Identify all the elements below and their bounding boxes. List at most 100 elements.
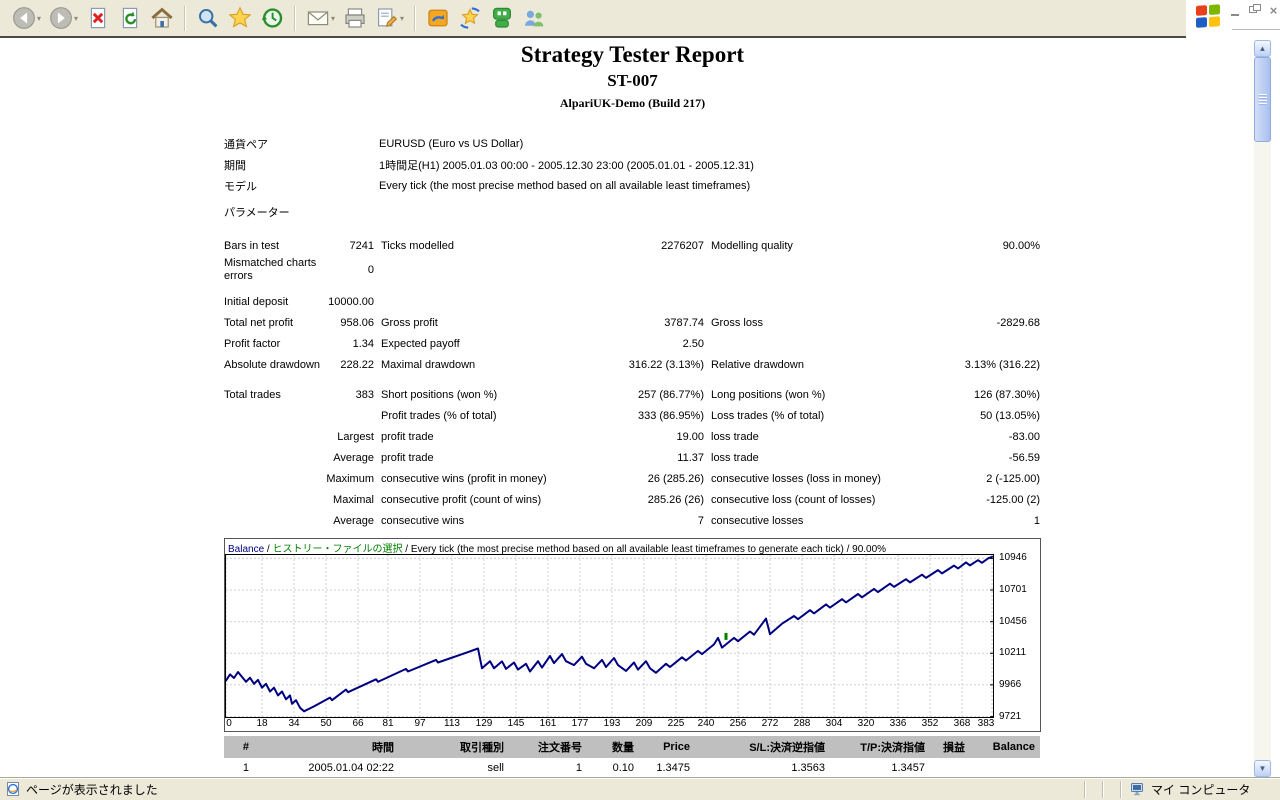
chevron-down-icon: ▾ bbox=[400, 13, 405, 23]
cell bbox=[224, 283, 324, 292]
cell: Gross loss bbox=[711, 317, 763, 329]
cell: consecutive loss (count of losses) bbox=[711, 494, 876, 506]
cell: -56.59 bbox=[1008, 452, 1040, 464]
contacts-button[interactable] bbox=[519, 4, 549, 32]
cell bbox=[909, 257, 1040, 283]
restore-button[interactable] bbox=[1247, 4, 1262, 18]
scroll-up-button[interactable]: ▲ bbox=[1254, 40, 1271, 57]
cell: 285.26 (26) bbox=[647, 494, 704, 506]
cell bbox=[374, 283, 579, 292]
print-icon bbox=[343, 6, 367, 30]
column-header: Balance bbox=[970, 736, 1040, 758]
related-icon bbox=[458, 6, 482, 30]
cell: Short positions (won %) bbox=[381, 389, 498, 401]
x-tick-label: 177 bbox=[571, 718, 589, 729]
vertical-scrollbar[interactable]: ▲ ▼ bbox=[1254, 40, 1271, 777]
cell: loss trade bbox=[711, 431, 759, 443]
cell: Maximal bbox=[333, 494, 374, 506]
y-tick-label: 10456 bbox=[999, 615, 1027, 627]
cell: Gross profit bbox=[381, 317, 438, 329]
cell bbox=[970, 758, 1040, 778]
messenger-button[interactable] bbox=[487, 4, 517, 32]
cell bbox=[579, 376, 704, 385]
cell: EURUSD (Euro vs US Dollar) bbox=[379, 137, 524, 150]
x-tick-label: 256 bbox=[729, 718, 747, 729]
chart-caption-sep: / bbox=[264, 544, 273, 554]
cell: 333 (86.95%) bbox=[637, 410, 704, 422]
history-button[interactable] bbox=[257, 4, 287, 32]
related-button[interactable] bbox=[455, 4, 485, 32]
forward-button[interactable]: ▾ bbox=[46, 4, 81, 32]
windows-logo-icon bbox=[1196, 4, 1222, 30]
favorites-button[interactable] bbox=[225, 4, 255, 32]
cell bbox=[909, 334, 1040, 355]
x-tick-label: 320 bbox=[857, 718, 875, 729]
cell: Relative drawdown bbox=[711, 359, 804, 371]
statusbar-separator bbox=[1084, 780, 1086, 798]
x-tick-label: 368 bbox=[953, 718, 971, 729]
column-header: 注文番号 bbox=[509, 736, 587, 758]
x-tick-label: 145 bbox=[507, 718, 525, 729]
chart-caption: Balance / ヒストリー・ファイルの選択 / Every tick (th… bbox=[225, 539, 1040, 554]
expert-name: ST-007 bbox=[607, 71, 658, 90]
cell bbox=[704, 376, 909, 385]
statusbar-separator bbox=[1120, 780, 1122, 798]
x-tick-label: 288 bbox=[793, 718, 811, 729]
cell: パラメーター bbox=[224, 207, 290, 219]
balance-curve-plot bbox=[225, 554, 994, 718]
trades-table: # 時間 取引種別 注文番号 数量 Price S/L:決済逆指値 T/P:決済指値 損益 Bal… bbox=[224, 736, 1040, 778]
scrollbar-grip bbox=[1259, 94, 1267, 106]
cell: 2 (-125.00) bbox=[986, 473, 1040, 485]
cell: consecutive losses bbox=[711, 515, 804, 527]
scrollbar-thumb[interactable] bbox=[1254, 57, 1271, 142]
cell: 3787.74 bbox=[664, 317, 704, 329]
cell: Total trades bbox=[224, 389, 281, 401]
cell: consecutive wins bbox=[381, 515, 465, 527]
chart-y-axis-labels: 9721 9966 10211 10456 10701 10946 bbox=[994, 552, 1038, 721]
cell: 1 bbox=[1033, 515, 1040, 527]
cell: -125.00 (2) bbox=[986, 494, 1040, 506]
close-button[interactable]: × bbox=[1266, 4, 1280, 18]
chart-caption-balance: Balance bbox=[228, 544, 265, 554]
scroll-down-button[interactable]: ▼ bbox=[1254, 760, 1271, 777]
search-icon bbox=[196, 6, 220, 30]
cell: 0 bbox=[367, 263, 374, 276]
mail-button[interactable]: ▾ bbox=[303, 4, 338, 32]
cell: Average bbox=[333, 515, 374, 527]
table-row: 通貨ペア EURUSD (Euro vs US Dollar) bbox=[224, 133, 754, 154]
y-tick-label: 10211 bbox=[999, 647, 1027, 659]
column-header: 時間 bbox=[254, 736, 399, 758]
search-button[interactable] bbox=[193, 4, 223, 32]
cell: 0.10 bbox=[587, 758, 639, 778]
back-icon bbox=[12, 6, 36, 30]
print-button[interactable] bbox=[340, 4, 370, 32]
x-tick-label: 336 bbox=[889, 718, 907, 729]
x-tick-label: 113 bbox=[444, 718, 460, 729]
my-computer-icon bbox=[1130, 781, 1146, 797]
history-icon bbox=[260, 6, 284, 30]
refresh-button[interactable] bbox=[115, 4, 145, 32]
cell bbox=[374, 292, 579, 313]
research-button[interactable] bbox=[423, 4, 453, 32]
refresh-icon bbox=[118, 6, 142, 30]
stop-button[interactable] bbox=[83, 4, 113, 32]
column-header: 取引種別 bbox=[399, 736, 509, 758]
cell: profit trade bbox=[381, 452, 434, 464]
home-button[interactable] bbox=[147, 4, 177, 32]
column-header: S/L:決済逆指値 bbox=[695, 736, 830, 758]
cell bbox=[909, 292, 1040, 313]
toolbar-separator bbox=[184, 5, 187, 31]
status-text: ページが表示されました bbox=[26, 782, 158, 797]
cell: 1 bbox=[509, 758, 587, 778]
table-row: 1 2005.01.04 02:22 sell 1 0.10 1.3475 1.3563 1.… bbox=[224, 758, 1040, 778]
minimize-button[interactable] bbox=[1228, 4, 1243, 18]
cell: 1.34 bbox=[352, 338, 374, 350]
cell bbox=[374, 257, 579, 283]
x-tick-label: 352 bbox=[921, 718, 939, 729]
edit-button[interactable]: ▾ bbox=[372, 4, 407, 32]
cell: 1.3457 bbox=[830, 758, 930, 778]
back-button[interactable]: ▾ bbox=[9, 4, 44, 32]
table-row: Largest profit trade 19.00 loss trade -83.00 bbox=[224, 427, 1040, 448]
cell: 2276207 bbox=[661, 240, 704, 252]
cell: Average bbox=[333, 452, 374, 464]
